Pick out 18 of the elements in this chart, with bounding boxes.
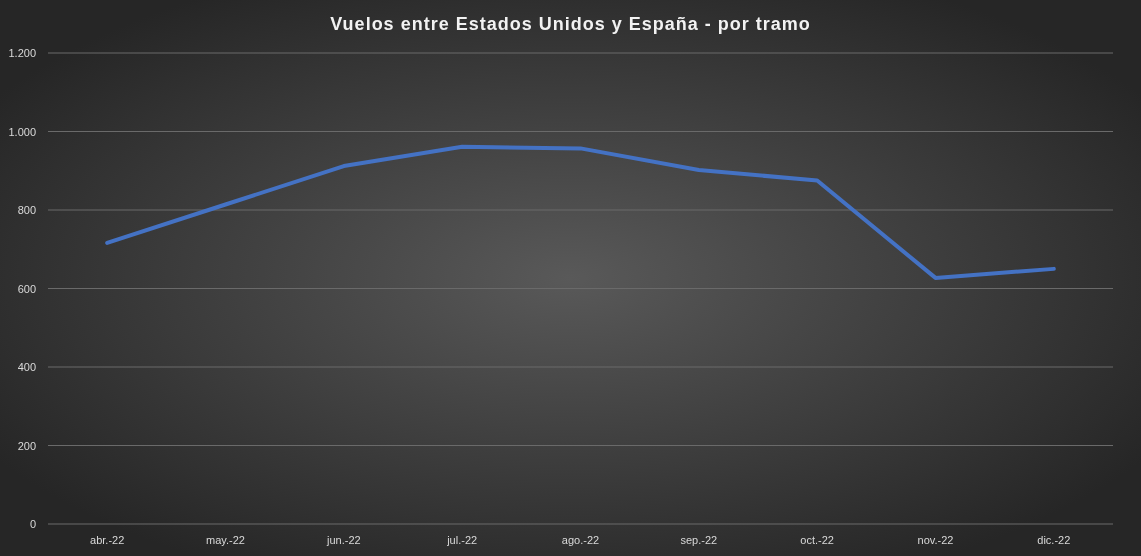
x-tick-label: abr.-22 <box>90 534 125 546</box>
x-tick-label: dic.-22 <box>1037 534 1071 546</box>
y-tick-label: 1.200 <box>8 47 36 59</box>
x-tick-label: ago.-22 <box>561 534 600 546</box>
y-tick-label: 400 <box>17 361 36 373</box>
y-tick-label: 0 <box>29 518 36 530</box>
x-tick-label: sep.-22 <box>680 534 718 546</box>
y-tick-label: 600 <box>17 282 36 295</box>
y-tick-label: 200 <box>17 439 36 452</box>
y-tick-label: 800 <box>17 204 36 216</box>
x-tick-label: oct.-22 <box>800 534 834 546</box>
chart-title: Vuelos entre Estados Unidos y España - por tramo <box>330 14 811 34</box>
x-tick-label: may.-22 <box>206 534 245 546</box>
x-tick-label: jul.-22 <box>446 534 478 546</box>
x-tick-label: jun.-22 <box>326 534 361 546</box>
y-tick-label: 1.000 <box>8 125 36 138</box>
line-series <box>105 144 1056 280</box>
x-tick-label: nov.-22 <box>917 534 954 546</box>
